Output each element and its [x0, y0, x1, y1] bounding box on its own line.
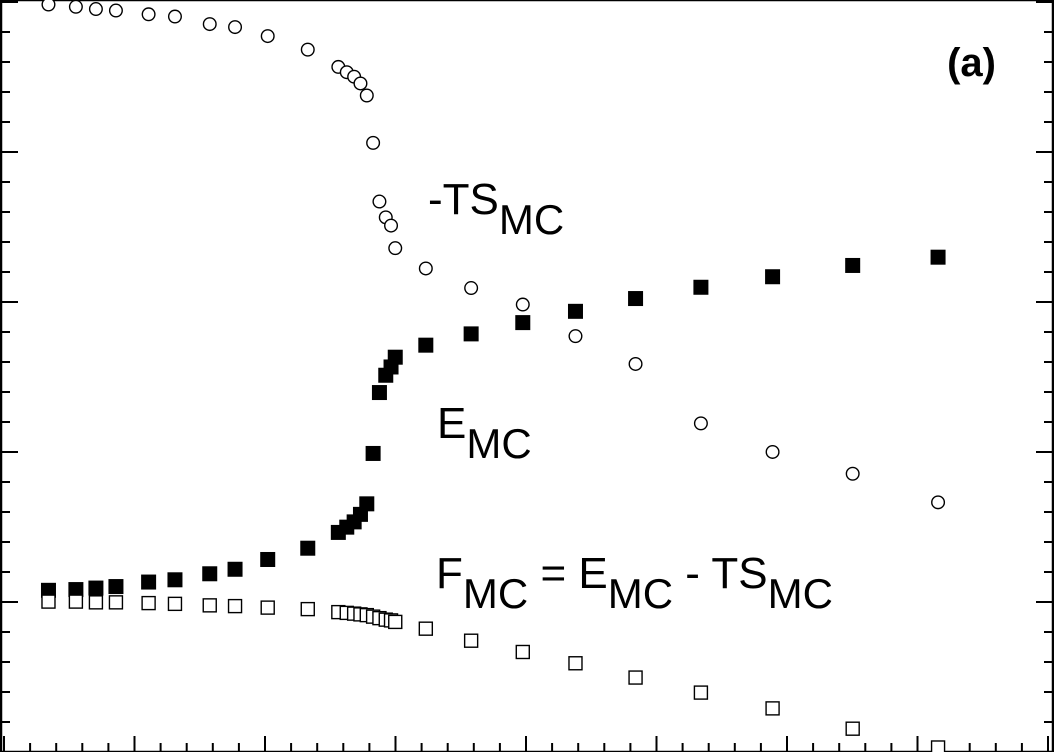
point-0-6	[202, 17, 217, 32]
point-2-8	[260, 600, 275, 615]
point-2-2	[88, 595, 104, 610]
point-1-14	[359, 496, 375, 512]
point-1-7	[227, 561, 243, 577]
series-2	[41, 594, 946, 752]
point-1-0	[40, 582, 56, 598]
point-2-7	[227, 598, 243, 614]
point-2-0	[41, 594, 56, 609]
point-0-3	[108, 3, 123, 18]
series-label-ts-sub: MC	[499, 196, 564, 243]
point-2-25	[693, 685, 709, 700]
point-1-1	[68, 582, 84, 598]
point-2-9	[300, 601, 315, 617]
point-0-16	[372, 194, 387, 209]
series-label-ts: -TSMC	[428, 175, 564, 243]
point-1-15	[365, 445, 381, 461]
point-0-9	[300, 42, 315, 57]
point-0-23	[568, 329, 583, 344]
series-label-ts-main: -TS	[428, 175, 499, 224]
point-0-26	[765, 444, 780, 459]
point-2-21	[463, 633, 479, 648]
point-2-5	[167, 596, 183, 612]
point-1-8	[260, 551, 276, 567]
series-label-f: FMC = EMC - TSMC	[436, 549, 833, 617]
series-label-f-part-1: MC	[463, 570, 528, 617]
point-0-2	[88, 2, 103, 17]
point-2-1	[68, 594, 84, 609]
point-1-27	[845, 257, 861, 273]
point-0-14	[359, 88, 374, 103]
point-0-1	[68, 0, 83, 14]
point-0-28	[931, 495, 946, 510]
point-0-19	[388, 241, 403, 256]
point-2-28	[930, 740, 946, 752]
point-2-4	[141, 595, 156, 611]
point-0-18	[384, 218, 399, 233]
point-2-20	[418, 621, 434, 636]
point-1-21	[463, 326, 479, 342]
point-0-21	[464, 281, 479, 296]
point-0-15	[366, 135, 381, 150]
series-label-e: EMC	[437, 399, 532, 467]
point-1-3	[108, 579, 124, 595]
point-2-3	[108, 595, 124, 610]
series-label-f-part-0: F	[436, 549, 463, 598]
point-2-27	[845, 721, 860, 736]
point-1-9	[300, 540, 316, 556]
point-2-6	[202, 598, 217, 613]
point-0-4	[141, 7, 156, 22]
point-0-22	[515, 297, 530, 312]
point-2-24	[628, 670, 643, 685]
series-label-f-part-3: MC	[608, 570, 673, 617]
point-1-22	[515, 315, 531, 331]
point-1-25	[693, 279, 709, 295]
point-2-19	[388, 614, 403, 630]
point-0-25	[693, 416, 708, 431]
point-2-22	[515, 644, 530, 660]
point-1-6	[202, 566, 218, 582]
point-2-23	[568, 656, 583, 671]
point-1-28	[930, 249, 946, 265]
point-1-4	[141, 574, 157, 590]
point-1-23	[567, 303, 583, 319]
point-1-5	[167, 572, 183, 588]
point-0-24	[628, 356, 643, 371]
point-0-0	[41, 0, 56, 12]
data-marks	[40, 0, 946, 752]
series-label-f-part-4: - TS	[673, 549, 768, 598]
point-1-16	[371, 385, 387, 401]
point-0-7	[228, 20, 243, 35]
point-1-24	[628, 291, 644, 307]
panel-label: (a)	[947, 41, 996, 85]
point-1-20	[418, 337, 434, 353]
series-label-e-sub: MC	[466, 420, 531, 467]
point-1-2	[88, 580, 104, 596]
series-label-e-main: E	[437, 399, 466, 448]
series-1	[40, 249, 946, 598]
point-0-5	[167, 9, 182, 24]
point-2-26	[765, 701, 780, 716]
point-0-20	[418, 261, 433, 276]
series-label-f-part-2: = E	[528, 549, 608, 598]
series-label-f-part-5: MC	[768, 570, 833, 617]
point-1-19	[387, 349, 403, 365]
point-0-13	[353, 76, 368, 91]
point-1-26	[765, 269, 781, 285]
series-0	[41, 0, 946, 510]
point-0-8	[260, 29, 275, 44]
point-0-27	[845, 466, 860, 481]
